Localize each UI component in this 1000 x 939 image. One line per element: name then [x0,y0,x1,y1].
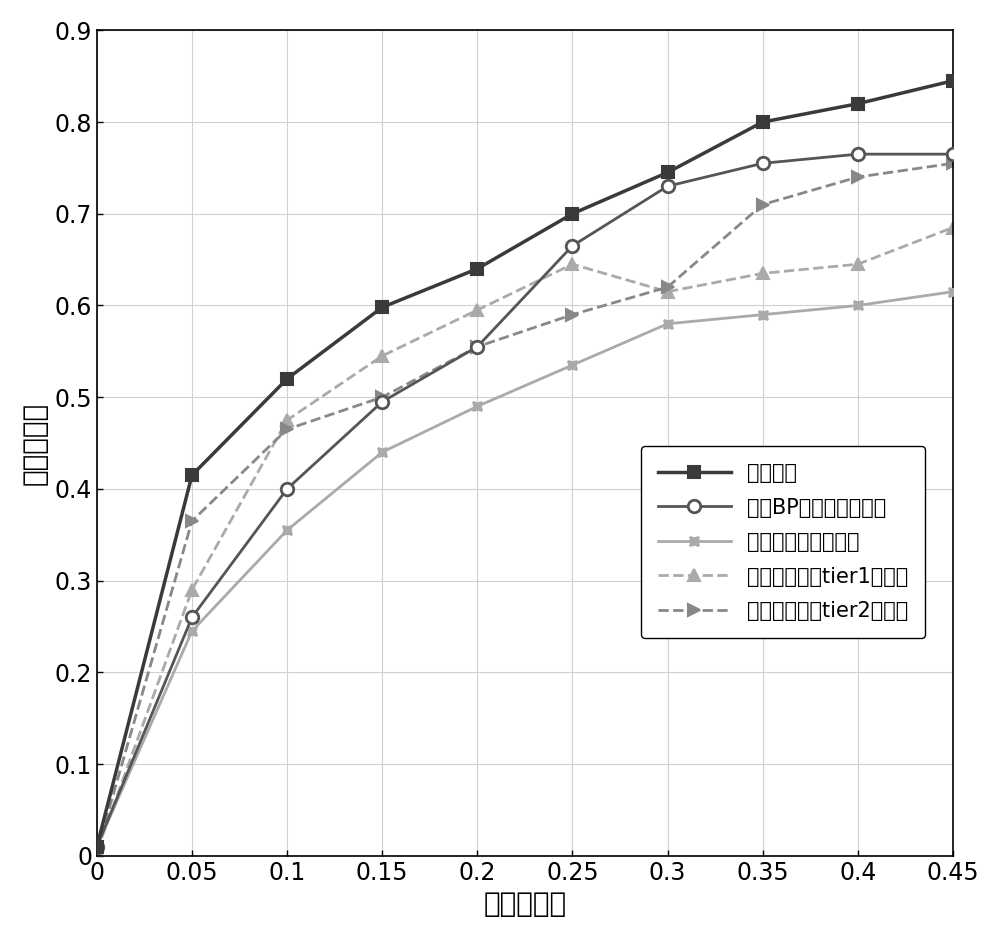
本文算法（仅tier1协作） [662,286,674,298]
本文算法（仅tier2协作） [376,392,388,403]
基于BP算法的单层缓存 [186,611,198,623]
部分协作式多层缓存 [471,401,483,412]
基于BP算法的单层缓存 [91,841,103,853]
本文算法（仅tier1协作） [566,258,578,269]
本文算法 [757,116,769,128]
Line: 部分协作式多层缓存: 部分协作式多层缓存 [91,285,959,853]
部分协作式多层缓存 [186,625,198,637]
本文算法 [662,167,674,178]
基于BP算法的单层缓存 [757,158,769,169]
本文算法（仅tier1协作） [91,845,103,856]
本文算法（仅tier2协作） [471,341,483,352]
本文算法（仅tier1协作） [852,258,864,269]
本文算法 [852,98,864,109]
本文算法 [186,470,198,481]
本文算法（仅tier1协作） [471,304,483,316]
本文算法（仅tier2协作） [947,158,959,169]
X-axis label: 缓存总容量: 缓存总容量 [483,890,566,918]
本文算法（仅tier1协作） [757,268,769,279]
部分协作式多层缓存 [376,447,388,458]
基于BP算法的单层缓存 [376,396,388,408]
本文算法 [471,263,483,274]
部分协作式多层缓存 [662,318,674,330]
基于BP算法的单层缓存 [662,180,674,192]
部分协作式多层缓存 [947,286,959,298]
本文算法 [91,841,103,853]
基于BP算法的单层缓存 [281,484,293,495]
Line: 本文算法: 本文算法 [91,74,959,853]
本文算法 [947,75,959,86]
部分协作式多层缓存 [566,360,578,371]
基于BP算法的单层缓存 [852,148,864,160]
部分协作式多层缓存 [91,841,103,853]
部分协作式多层缓存 [757,309,769,320]
本文算法 [566,208,578,220]
基于BP算法的单层缓存 [566,240,578,252]
本文算法 [376,301,388,313]
本文算法（仅tier2协作） [757,199,769,210]
Y-axis label: 缓存命中率: 缓存命中率 [21,402,49,485]
Line: 基于BP算法的单层缓存: 基于BP算法的单层缓存 [91,148,959,853]
本文算法（仅tier1协作） [281,414,293,425]
基于BP算法的单层缓存 [947,148,959,160]
部分协作式多层缓存 [852,300,864,311]
本文算法 [281,373,293,384]
本文算法（仅tier1协作） [947,222,959,233]
本文算法（仅tier2协作） [186,516,198,527]
本文算法（仅tier1协作） [186,584,198,595]
Line: 本文算法（仅tier1协作）: 本文算法（仅tier1协作） [91,222,959,857]
基于BP算法的单层缓存 [471,341,483,352]
Legend: 本文算法, 基于BP算法的单层缓存, 部分协作式多层缓存, 本文算法（仅tier1协作）, 本文算法（仅tier2协作）: 本文算法, 基于BP算法的单层缓存, 部分协作式多层缓存, 本文算法（仅tier… [641,446,925,638]
本文算法（仅tier2协作） [566,309,578,320]
本文算法（仅tier2协作） [91,845,103,856]
本文算法（仅tier2协作） [662,282,674,293]
本文算法（仅tier2协作） [281,423,293,435]
部分协作式多层缓存 [281,525,293,536]
本文算法（仅tier2协作） [852,172,864,183]
本文算法（仅tier1协作） [376,350,388,362]
Line: 本文算法（仅tier2协作）: 本文算法（仅tier2协作） [91,157,959,857]
